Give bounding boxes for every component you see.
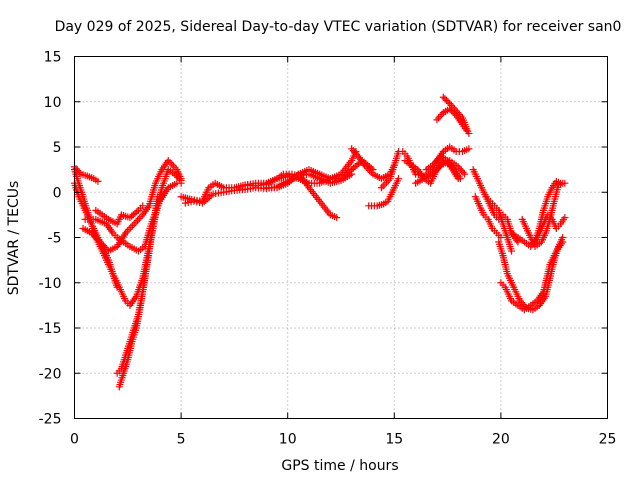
data-point [508,247,516,255]
y-tick-labels: -25 -20 -15 -10 -5 0 5 10 15 [39,50,62,428]
y-tick-label: 10 [44,95,62,111]
data-point [435,114,443,122]
data-point [135,214,143,222]
series-arc-9 [177,148,360,205]
data-point [497,234,505,241]
data-point [333,214,341,222]
data-points [71,93,569,391]
data-point [113,283,121,291]
y-tick-label: -25 [39,412,62,428]
series-arc-15 [378,143,473,192]
data-point [463,127,471,135]
data-point [436,112,444,120]
data-point [395,175,403,183]
data-point [128,222,136,230]
x-tick-label: 20 [492,432,510,448]
y-axis-label: SDTVAR / TECUs [6,181,22,296]
series-arc-20 [433,105,471,135]
data-point [561,214,569,222]
y-tick-label: -15 [39,321,62,337]
series-arc-28 [531,177,569,246]
data-point [561,179,569,187]
y-tick-label: 15 [44,50,62,66]
data-point [168,160,176,168]
data-point [381,180,389,188]
x-tick-label: 5 [177,432,186,448]
y-tick-label: -20 [39,366,62,382]
data-point [134,216,142,224]
x-tick-label: 15 [385,432,403,448]
axis-ticks [74,56,608,419]
series-arc-25 [497,238,567,314]
data-point [133,208,141,216]
x-tick-labels: 0 5 10 15 20 25 [70,432,616,448]
data-point [441,95,449,103]
data-point [125,225,133,233]
series-arc-23 [482,193,516,255]
data-point [446,105,454,113]
data-point [156,193,164,201]
y-tick-label: -10 [39,276,62,292]
data-point [94,177,102,185]
series-arc-17 [422,152,464,183]
data-point [559,238,567,246]
data-point [139,202,147,210]
data-point [177,175,185,183]
data-point [132,218,140,226]
y-tick-label: 0 [53,185,62,201]
series-arc-18 [412,157,469,187]
series-arc-2 [71,179,121,291]
x-tick-label: 10 [279,432,297,448]
x-tick-label: 0 [70,432,79,448]
series-arc-22 [471,193,505,241]
data-point [465,145,473,153]
series-arc-14 [365,175,403,210]
data-point [449,108,457,116]
x-axis-label: GPS time / hours [281,458,398,474]
data-point [439,93,447,101]
data-point [443,96,451,104]
data-point [130,220,138,228]
data-point [444,98,452,106]
series-arc-8 [113,193,164,377]
data-point [127,224,135,232]
series-arc-13 [348,145,398,183]
y-tick-label: -5 [48,231,62,247]
data-point [456,175,464,183]
data-point [447,107,455,115]
chart-title: Day 029 of 2025, Sidereal Day-to-day VTE… [55,19,622,35]
series-arc-6 [92,202,147,228]
series-arc-5 [79,157,185,255]
data-point [378,184,386,192]
y-tick-label: 5 [53,140,62,156]
x-tick-label: 25 [599,432,617,448]
data-point [461,170,469,178]
data-point [433,116,441,124]
series-arc-12 [262,157,377,192]
data-point [72,165,80,173]
data-point [379,182,387,190]
